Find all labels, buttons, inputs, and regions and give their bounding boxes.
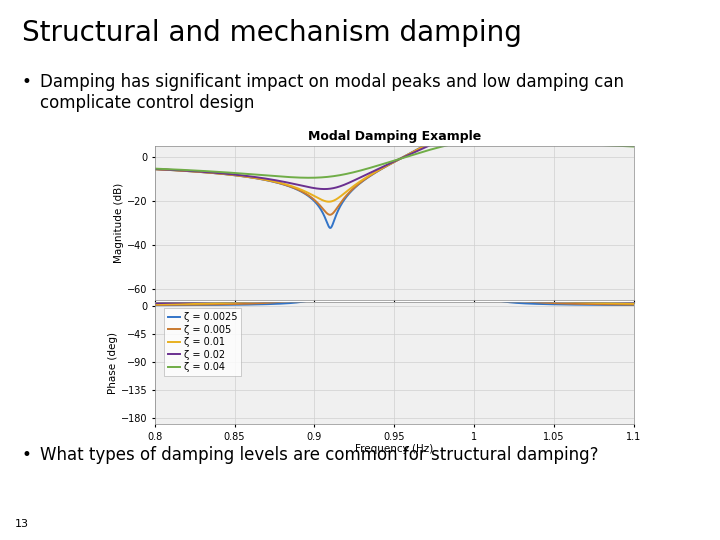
ζ = 0.02 <box>351 230 360 236</box>
ζ = 0.01 <box>615 300 624 307</box>
ζ = 0.005 <box>351 202 360 209</box>
Line: ζ = 0.01: ζ = 0.01 <box>155 208 634 305</box>
Text: 13: 13 <box>14 519 28 529</box>
Line: ζ = 0.005: ζ = 0.005 <box>155 201 634 305</box>
Text: •: • <box>22 446 32 463</box>
ζ = 0.02 <box>629 299 638 305</box>
Y-axis label: Magnitude (dB): Magnitude (dB) <box>114 183 124 263</box>
ζ = 0.005 <box>591 301 600 307</box>
ζ = 0.0025 <box>591 301 600 308</box>
ζ = 0.0025 <box>498 298 507 305</box>
ζ = 0.04 <box>356 247 364 254</box>
ζ = 0.0025 <box>150 302 159 308</box>
ζ = 0.01 <box>356 211 364 218</box>
ζ = 0.005 <box>396 198 405 204</box>
ζ = 0.01 <box>396 205 405 212</box>
ζ = 0.04 <box>591 293 600 299</box>
ζ = 0.02 <box>396 219 405 225</box>
Line: ζ = 0.04: ζ = 0.04 <box>155 244 634 301</box>
ζ = 0.0025 <box>396 194 405 200</box>
X-axis label: Frequency (Hz): Frequency (Hz) <box>355 444 433 454</box>
ζ = 0.04 <box>498 273 507 280</box>
ζ = 0.005 <box>150 302 159 308</box>
ζ = 0.04 <box>615 295 624 301</box>
Line: ζ = 0.02: ζ = 0.02 <box>155 222 634 303</box>
ζ = 0.02 <box>150 300 159 306</box>
Legend: ζ = 0.0025, ζ = 0.005, ζ = 0.01, ζ = 0.02, ζ = 0.04: ζ = 0.0025, ζ = 0.005, ζ = 0.01, ζ = 0.0… <box>164 308 241 376</box>
Text: Damping has significant impact on modal peaks and low damping can
complicate con: Damping has significant impact on modal … <box>40 73 624 112</box>
ζ = 0.0025 <box>378 194 387 201</box>
ζ = 0.01 <box>150 301 159 308</box>
ζ = 0.005 <box>498 294 507 301</box>
ζ = 0.0025 <box>629 302 638 308</box>
ζ = 0.0025 <box>351 197 360 203</box>
ζ = 0.04 <box>150 298 159 305</box>
ζ = 0.02 <box>378 220 387 227</box>
ζ = 0.005 <box>378 198 387 205</box>
Y-axis label: Phase (deg): Phase (deg) <box>108 332 118 394</box>
Line: ζ = 0.0025: ζ = 0.0025 <box>155 197 634 305</box>
ζ = 0.04 <box>629 295 638 302</box>
Title: Modal Damping Example: Modal Damping Example <box>307 130 481 143</box>
ζ = 0.04 <box>396 240 405 247</box>
ζ = 0.005 <box>615 301 624 308</box>
Text: •: • <box>22 73 32 91</box>
ζ = 0.02 <box>615 298 624 305</box>
ζ = 0.01 <box>351 213 360 220</box>
ζ = 0.02 <box>498 279 507 285</box>
ζ = 0.01 <box>629 300 638 307</box>
ζ = 0.01 <box>591 300 600 306</box>
ζ = 0.02 <box>356 227 364 234</box>
Text: Structural and mechanism damping: Structural and mechanism damping <box>22 19 521 47</box>
ζ = 0.0025 <box>356 195 364 202</box>
ζ = 0.04 <box>351 248 360 255</box>
ζ = 0.005 <box>629 301 638 308</box>
ζ = 0.01 <box>498 287 507 294</box>
ζ = 0.04 <box>378 242 387 248</box>
ζ = 0.02 <box>591 297 600 303</box>
Text: What types of damping levels are common for structural damping?: What types of damping levels are common … <box>40 446 598 463</box>
ζ = 0.005 <box>356 201 364 208</box>
ζ = 0.0025 <box>615 302 624 308</box>
ζ = 0.01 <box>378 206 387 212</box>
